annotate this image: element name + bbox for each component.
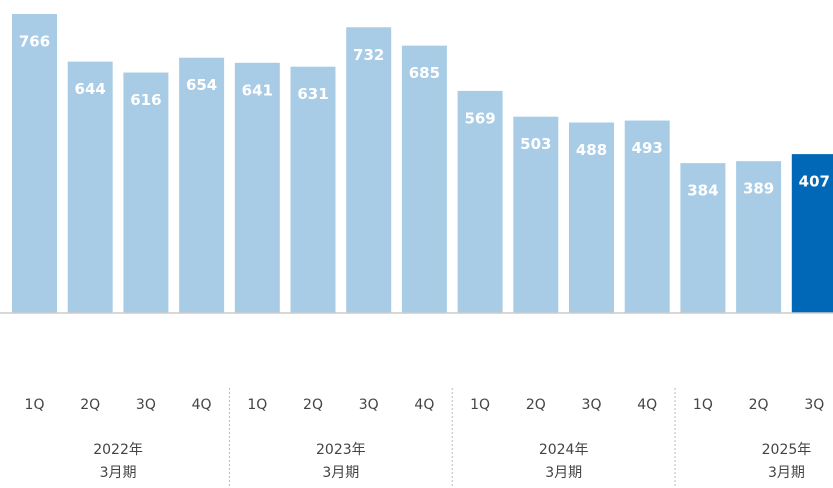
bar	[513, 116, 559, 313]
x-tick-label: 3Q	[582, 397, 602, 413]
value-label: 685	[409, 64, 440, 82]
value-label: 569	[464, 109, 495, 127]
group-period: 3月期	[100, 465, 137, 481]
bar	[12, 14, 57, 313]
bar	[569, 122, 614, 313]
value-label: 389	[743, 180, 774, 198]
x-tick-label: 1Q	[470, 397, 490, 413]
value-label: 631	[297, 85, 328, 103]
x-tick-label: 2Q	[749, 397, 769, 413]
bar	[791, 154, 833, 313]
bar	[67, 61, 113, 313]
x-tick-label: 4Q	[414, 397, 434, 413]
group-period: 3月期	[768, 465, 805, 481]
x-tick-label: 3Q	[136, 397, 156, 413]
group-period: 3月期	[545, 465, 582, 481]
x-tick-label: 3Q	[359, 397, 379, 413]
value-label: 644	[75, 80, 106, 98]
value-label: 384	[687, 182, 718, 200]
bar	[123, 72, 169, 314]
bar	[290, 66, 336, 313]
group-period: 3月期	[322, 465, 359, 481]
x-tick-label: 1Q	[247, 397, 267, 413]
bar	[624, 120, 670, 314]
bar	[401, 45, 447, 313]
x-tick-label: 2Q	[80, 397, 100, 413]
x-tick-label: 2Q	[526, 397, 546, 413]
x-tick-label: 1Q	[25, 397, 45, 413]
x-tick-label: 4Q	[637, 397, 657, 413]
x-tick-label: 1Q	[693, 397, 713, 413]
value-label: 493	[632, 139, 663, 157]
group-label: 2022年	[93, 442, 143, 458]
bar	[179, 57, 225, 313]
group-label: 2025年	[762, 442, 812, 458]
bar	[457, 90, 503, 313]
bar	[234, 62, 280, 314]
value-label: 616	[130, 91, 161, 109]
group-label: 2023年	[316, 442, 366, 458]
group-label: 2024年	[539, 442, 589, 458]
bar	[680, 163, 726, 313]
value-label: 641	[242, 81, 273, 99]
bar	[346, 27, 392, 313]
bar	[736, 161, 782, 313]
value-label: 407	[799, 173, 830, 191]
value-label: 503	[520, 135, 551, 153]
value-label: 766	[19, 33, 50, 51]
x-tick-label: 4Q	[192, 397, 212, 413]
value-label: 654	[186, 76, 217, 94]
value-label: 488	[576, 141, 607, 159]
value-label: 732	[353, 46, 384, 64]
x-tick-label: 2Q	[303, 397, 323, 413]
x-tick-label: 3Q	[804, 397, 824, 413]
